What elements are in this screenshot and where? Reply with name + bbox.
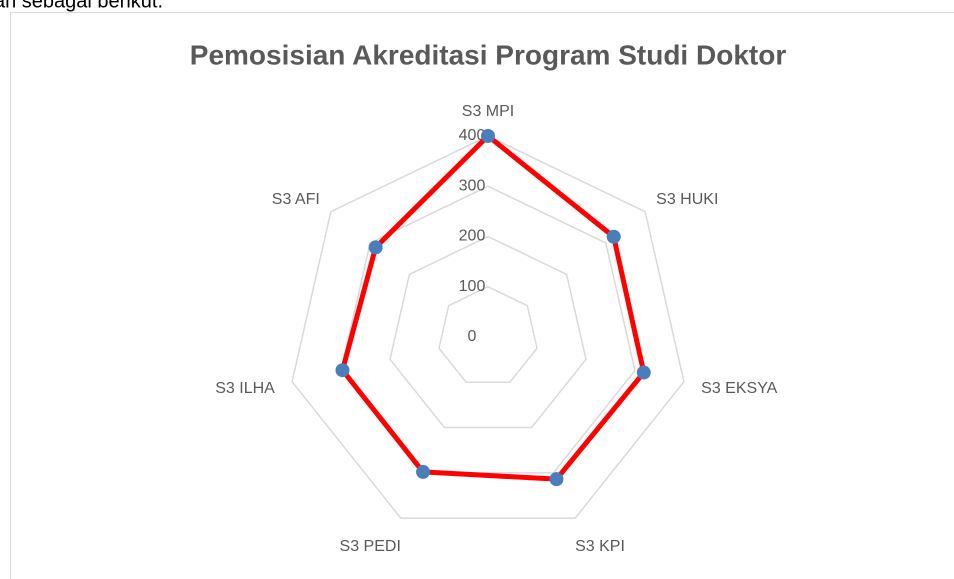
r-tick-label: 100 — [459, 278, 486, 295]
category-label: S3 AFI — [272, 191, 320, 208]
chart-title: Pemosisian Akreditasi Program Studi Dokt… — [190, 39, 787, 70]
grid-ring — [438, 285, 538, 384]
marker — [335, 363, 350, 378]
category-label: S3 KPI — [575, 538, 625, 555]
grid-ring — [291, 135, 685, 519]
category-label: S3 ILHA — [215, 380, 275, 397]
marker — [416, 464, 431, 479]
marker — [636, 365, 651, 380]
marker — [368, 240, 383, 255]
page-text: an sebagai berikut. — [0, 0, 163, 12]
series-line — [339, 133, 647, 482]
chart-border — [10, 12, 954, 579]
category-label: S3 EKSYA — [701, 380, 778, 397]
category-label: S3 PEDI — [340, 538, 401, 555]
r-tick-label: 300 — [459, 177, 486, 194]
category-label: S3 MPI — [462, 103, 514, 120]
marker — [481, 129, 495, 143]
grid-ring — [389, 235, 587, 429]
marker — [549, 472, 564, 487]
r-tick-label: 400 — [459, 127, 486, 144]
r-tick-label: 200 — [459, 228, 486, 245]
grid-ring — [340, 185, 636, 474]
category-label: S3 HUKI — [656, 191, 718, 208]
r-tick-label: 0 — [468, 328, 477, 345]
marker — [606, 229, 621, 244]
